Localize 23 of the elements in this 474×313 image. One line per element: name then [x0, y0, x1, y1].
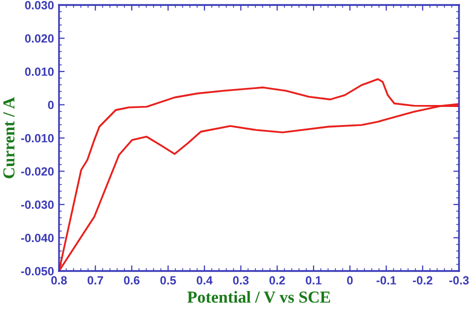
y-axis-title: Current / A — [3, 97, 15, 178]
y-tick-label: 0.010 — [25, 68, 54, 76]
x-tick-label: -0.3 — [449, 276, 469, 285]
x-tick-label: 0.3 — [233, 276, 249, 285]
x-tick-label: 0.1 — [306, 276, 322, 285]
x-axis-title: Potential / V vs SCE — [187, 291, 330, 303]
y-tick-label: -0.010 — [21, 134, 54, 142]
x-tick-label: 0.2 — [269, 276, 285, 285]
y-tick-label: 0.020 — [25, 34, 54, 43]
x-tick-label: 0.4 — [196, 276, 213, 285]
x-tick-label: 0.5 — [160, 276, 176, 285]
x-tick-label: 0.6 — [124, 276, 140, 285]
x-tick-label: 0.7 — [88, 276, 104, 285]
x-tick-label: 0.8 — [51, 276, 67, 285]
x-tick-label: -0.2 — [412, 276, 432, 285]
x-tick-label: -0.1 — [376, 276, 396, 285]
y-tick-label: 0 — [48, 100, 54, 110]
y-tick-label: -0.030 — [21, 200, 54, 209]
y-tick-label: -0.020 — [21, 167, 54, 176]
y-tick-label: -0.050 — [21, 267, 54, 276]
y-tick-label: 0.030 — [25, 1, 54, 10]
x-tick-label: 0 — [347, 276, 353, 285]
y-tick-label: -0.040 — [21, 234, 54, 242]
